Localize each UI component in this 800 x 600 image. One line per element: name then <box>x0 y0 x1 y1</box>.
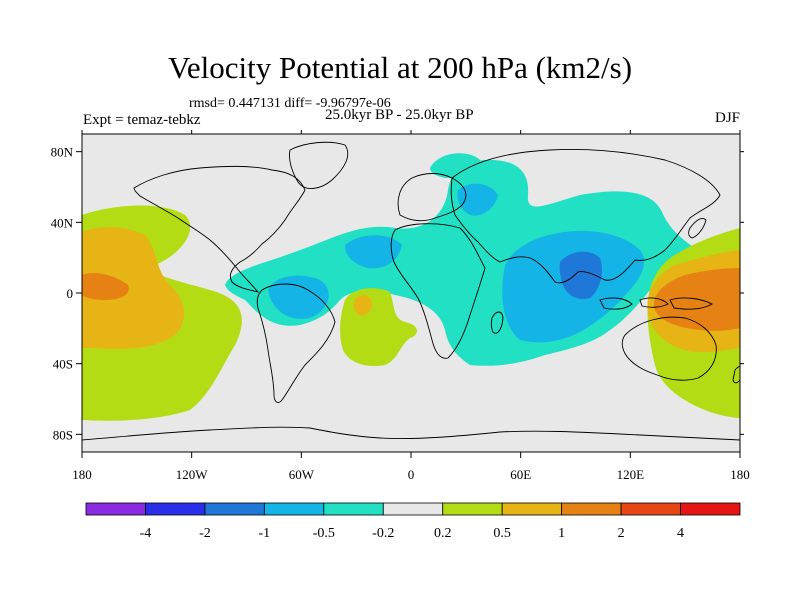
colorbar-swatch <box>382 502 444 516</box>
coastline-europe <box>397 173 467 222</box>
contour-band-south-atlantic-mid <box>353 295 372 316</box>
colorbar-swatch <box>442 502 503 516</box>
coastline-australia <box>621 316 717 381</box>
contour-band-central-pacific-strong <box>82 273 129 300</box>
coastline-new-zealand <box>732 366 740 384</box>
coastline-antarctica <box>82 426 740 441</box>
contour-field <box>82 134 740 452</box>
colorbar-label: -1 <box>259 526 271 541</box>
coastline-madagascar <box>490 311 504 334</box>
season-label: DJF <box>714 110 740 126</box>
colorbar-swatch <box>501 502 563 516</box>
lon-tick-label: 60E <box>510 467 531 482</box>
lat-tick-label: 40N <box>51 215 74 230</box>
colorbar-label: -0.2 <box>372 526 394 541</box>
lat-tick-label: 0 <box>67 286 74 301</box>
contour-band-siberia <box>430 153 480 178</box>
colorbar-label: -2 <box>199 526 211 541</box>
contour-band-negative-strong <box>559 251 602 300</box>
axis-ticks: 80N 40N 0 40S 80S 180 120W 60W 0 60E 120E 180 <box>51 130 750 482</box>
lon-tick-label: 120E <box>617 467 645 482</box>
colorbar-label: -4 <box>140 526 152 541</box>
lon-tick-label: 120W <box>176 467 209 482</box>
colorbar-swatch <box>85 502 146 516</box>
colorbar-label: 2 <box>618 526 625 541</box>
colorbar-label: -0.5 <box>313 526 335 541</box>
lon-tick-label: 0 <box>408 467 415 482</box>
colorbar-label: 0.5 <box>493 526 511 541</box>
period-label: 25.0kyr BP - 25.0kyr BP <box>325 107 474 123</box>
lat-tick-label: 80S <box>53 427 73 442</box>
colorbar-label: 0.2 <box>434 526 452 541</box>
contour-band-central-pacific-mid <box>82 227 185 349</box>
coastline-south-america <box>256 283 336 403</box>
lat-tick-label: 80N <box>51 145 74 160</box>
coastline-japan <box>688 217 707 239</box>
contour-band-negative-mid <box>268 275 329 319</box>
coastline-asia <box>450 149 721 284</box>
colorbar-swatch <box>263 502 325 516</box>
colorbar-label: 4 <box>677 526 684 541</box>
stats-line: rmsd= 0.447131 diff= -9.96797e-06 <box>189 96 391 111</box>
colorbar-swatch <box>145 502 206 516</box>
lon-tick-label: 60W <box>289 467 315 482</box>
coastline-africa <box>390 223 486 359</box>
colorbar-swatch <box>561 502 622 516</box>
colorbar-swatch <box>204 502 265 516</box>
contour-band-negative-mid <box>345 235 402 269</box>
experiment-label: Expt = temaz-tebkz <box>83 112 201 128</box>
contour-band-negative-mid <box>457 183 498 216</box>
colorbar-swatch <box>680 502 741 516</box>
coastline-north-america <box>133 165 306 293</box>
lat-tick-label: 40S <box>53 357 73 372</box>
lon-tick-label: 180 <box>730 467 750 482</box>
plot-title: Velocity Potential at 200 hPa (km2/s) <box>167 50 633 85</box>
coastline-greenland <box>289 141 349 189</box>
colorbar-swatch <box>323 502 384 516</box>
colorbar-label: 1 <box>558 526 565 541</box>
coastlines <box>82 141 740 441</box>
colorbar: -4 -2 -1 -0.5 -0.2 0.2 0.5 1 2 4 <box>85 502 741 541</box>
coastline-indonesia <box>599 297 713 310</box>
lon-tick-label: 180 <box>72 467 92 482</box>
colorbar-swatch <box>620 502 681 516</box>
